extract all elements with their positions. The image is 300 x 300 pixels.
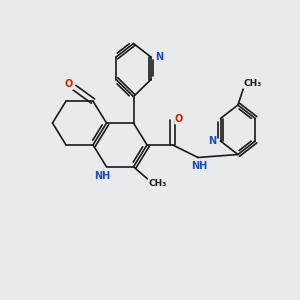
Text: O: O xyxy=(65,79,73,89)
Text: CH₃: CH₃ xyxy=(243,79,261,88)
Text: N: N xyxy=(208,136,216,146)
Text: NH: NH xyxy=(191,161,208,171)
Text: CH₃: CH₃ xyxy=(148,179,166,188)
Text: NH: NH xyxy=(94,171,110,182)
Text: O: O xyxy=(175,113,183,124)
Text: N: N xyxy=(155,52,164,62)
